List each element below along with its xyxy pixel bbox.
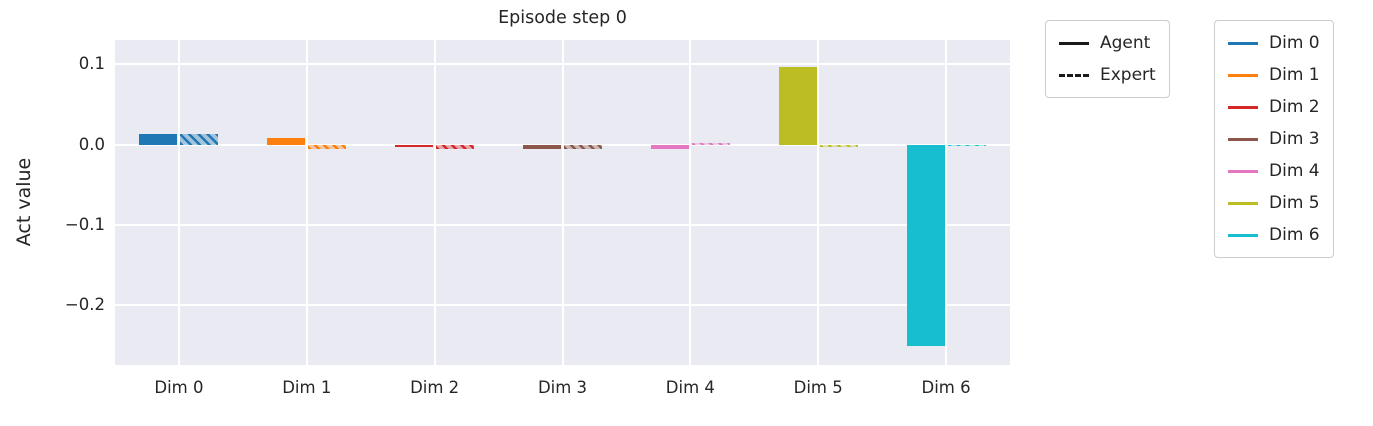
bar-agent-dim-0 xyxy=(139,134,178,145)
legend-item-agent: Agent xyxy=(1059,27,1156,59)
legend-label: Agent xyxy=(1100,33,1151,53)
color-line-icon xyxy=(1228,201,1258,205)
bar-expert-dim-0 xyxy=(180,134,219,145)
color-line-icon xyxy=(1228,137,1258,141)
bar-expert-dim-1 xyxy=(308,144,347,149)
legend-item-dim-5: Dim 5 xyxy=(1228,187,1320,219)
v-gridline xyxy=(945,40,948,365)
legend-label: Dim 3 xyxy=(1269,129,1320,149)
legend-label: Dim 4 xyxy=(1269,161,1320,181)
legend-item-dim-2: Dim 2 xyxy=(1228,91,1320,123)
bar-agent-dim-2 xyxy=(395,144,434,147)
bar-expert-dim-3 xyxy=(564,144,602,150)
legend-label: Dim 6 xyxy=(1269,225,1320,245)
v-gridline xyxy=(177,40,180,365)
legend-item-dim-1: Dim 1 xyxy=(1228,59,1320,91)
bar-agent-dim-4 xyxy=(650,144,689,150)
solid-line-icon xyxy=(1059,41,1089,45)
legend-label: Dim 0 xyxy=(1269,33,1320,53)
color-line-icon xyxy=(1228,73,1258,77)
legend-dims: Dim 0 Dim 1 Dim 2 Dim 3 Dim 4 Dim 5 Dim 6 xyxy=(1214,20,1334,258)
legend-item-expert: Expert xyxy=(1059,59,1156,91)
v-gridline xyxy=(561,40,564,365)
legend-item-dim-6: Dim 6 xyxy=(1228,219,1320,251)
y-tick-label: −0.1 xyxy=(64,215,105,235)
bar-agent-dim-1 xyxy=(267,138,306,145)
legend-style: Agent Expert xyxy=(1045,20,1170,98)
y-tick-label: −0.2 xyxy=(64,295,105,315)
v-gridline xyxy=(817,40,820,365)
x-tick-label: Dim 1 xyxy=(282,378,332,397)
v-gridline xyxy=(433,40,436,365)
x-tick-label: Dim 3 xyxy=(537,378,588,397)
x-tick-label: Dim 0 xyxy=(154,378,204,397)
bar-expert-dim-4 xyxy=(691,143,730,145)
y-tick-label: 0.1 xyxy=(78,54,105,74)
plot-area xyxy=(115,40,1010,365)
legend-label: Dim 2 xyxy=(1269,97,1320,117)
legend-item-dim-0: Dim 0 xyxy=(1228,27,1320,59)
legend-label: Dim 1 xyxy=(1269,65,1320,85)
color-line-icon xyxy=(1228,41,1258,45)
legend-label: Expert xyxy=(1100,65,1156,85)
x-tick-label: Dim 5 xyxy=(793,378,843,397)
legend-label: Dim 5 xyxy=(1269,193,1320,213)
bar-agent-dim-6 xyxy=(906,144,945,346)
bar-expert-dim-2 xyxy=(436,144,475,149)
legend-item-dim-3: Dim 3 xyxy=(1228,123,1320,155)
color-line-icon xyxy=(1228,169,1258,173)
bar-agent-dim-5 xyxy=(778,66,817,145)
color-line-icon xyxy=(1228,233,1258,237)
chart-title: Episode step 0 xyxy=(498,8,627,28)
bar-expert-dim-5 xyxy=(819,144,858,147)
dashed-line-icon xyxy=(1059,73,1089,77)
bar-expert-dim-6 xyxy=(947,144,986,147)
x-tick-label: Dim 4 xyxy=(665,378,715,397)
bar-agent-dim-3 xyxy=(523,144,561,149)
color-line-icon xyxy=(1228,105,1258,109)
x-tick-label: Dim 6 xyxy=(921,378,971,397)
y-tick-label: 0.0 xyxy=(78,134,105,154)
x-tick-label: Dim 2 xyxy=(410,378,460,397)
legend-item-dim-4: Dim 4 xyxy=(1228,155,1320,187)
v-gridline xyxy=(689,40,692,365)
v-gridline xyxy=(305,40,308,365)
